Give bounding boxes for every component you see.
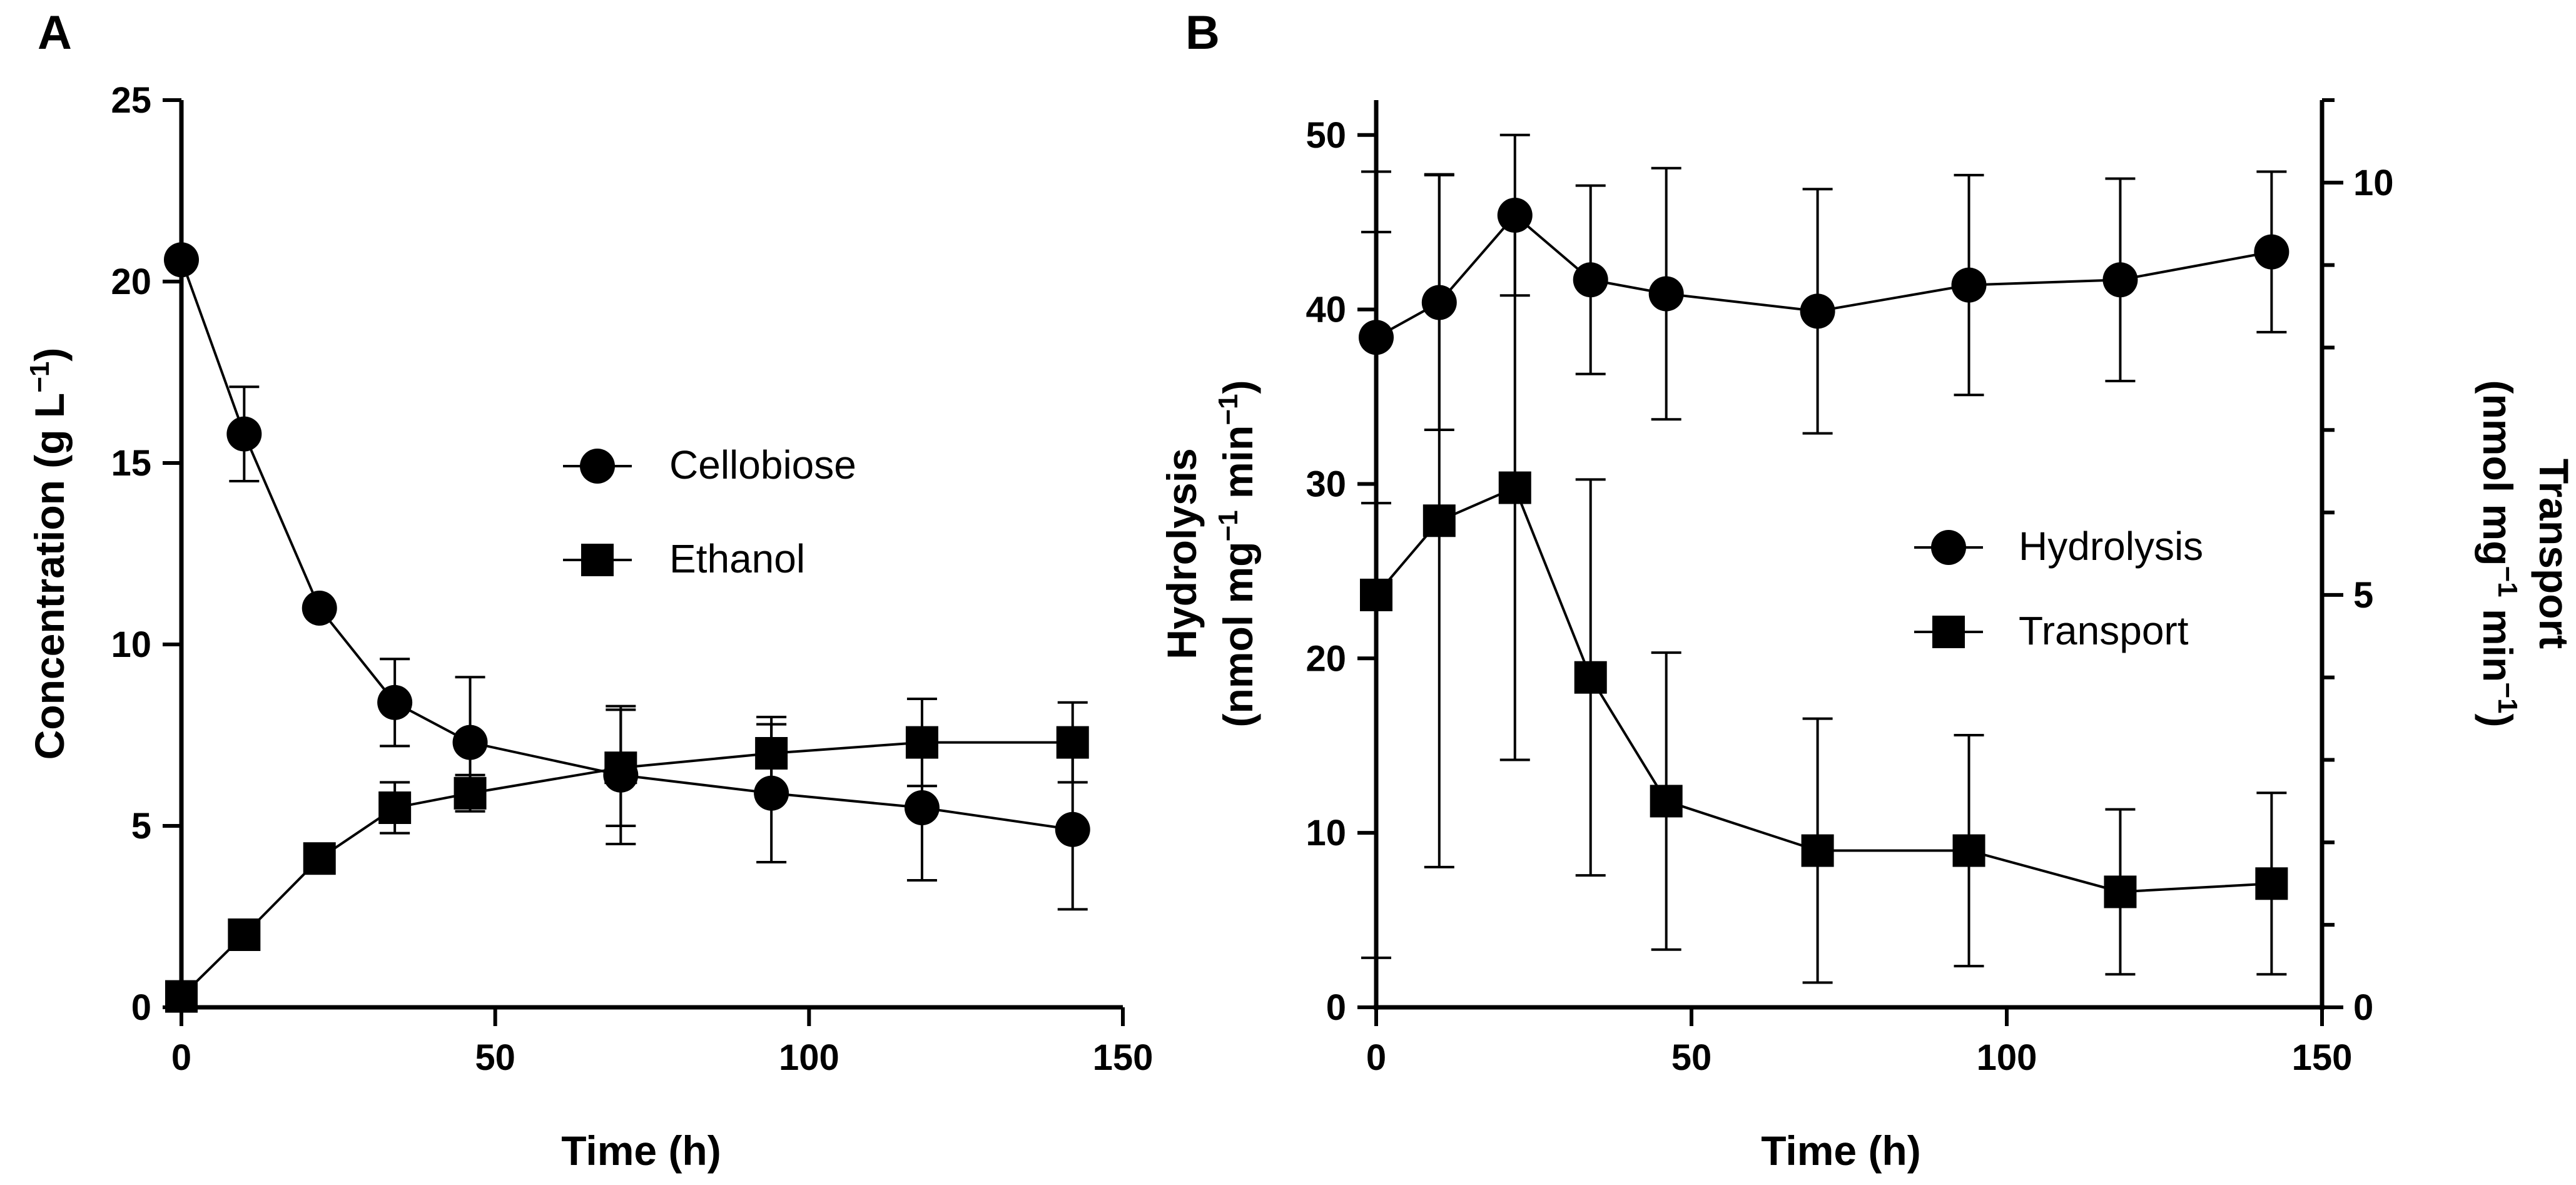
panel-a-y-tick-label: 25 — [111, 80, 151, 121]
panel-b-transport-point — [1498, 471, 1531, 504]
panel-b-hydrolysis-point — [1573, 262, 1608, 298]
panel-a-cellobiose-point — [302, 591, 337, 626]
panel-a-cellobiose-point — [377, 684, 413, 720]
panel-a-ethanol-point — [378, 791, 412, 824]
panel-a-legend: Cellobiose Ethanol — [563, 442, 856, 581]
panel-a: A Time (h) Concentration (g L−1) 0 5 10 15 2… — [24, 6, 1153, 1174]
panel-b-x-tick-label: 50 — [1671, 1037, 1712, 1078]
panel-b-legend: Hydrolysis Transport — [1914, 524, 2203, 653]
panel-b-hydrolysis-point — [2254, 234, 2289, 270]
panel-a-ethanol-point — [1056, 726, 1089, 759]
panel-a-x-tick-label: 0 — [171, 1037, 191, 1078]
panel-b-hydrolysis-point — [1800, 293, 1835, 329]
panel-b: B Time (h) Hydrolysis (nmol mg−1 min−1) … — [1159, 6, 2576, 1174]
panel-b-x-tick-label: 150 — [2292, 1037, 2353, 1078]
panel-a-y-tick-label: 20 — [111, 262, 151, 302]
panel-b-transport-point — [1360, 578, 1392, 611]
panel-b-right-title-line1: Transport — [2531, 459, 2576, 649]
panel-b-transport-point — [2255, 867, 2288, 900]
panel-a-y-axis-title: Concentration (g L−1) — [24, 348, 73, 760]
panel-a-cellobiose-point — [904, 790, 940, 825]
panel-b-transport-point — [1650, 785, 1683, 818]
panel-a-y-tick-label: 0 — [131, 987, 151, 1028]
panel-a-cellobiose-point — [452, 725, 488, 760]
panel-b-transport-point — [1801, 834, 1834, 867]
panel-b-right-y-tick-label: 0 — [2353, 987, 2373, 1028]
legend-label-transport: Transport — [2019, 608, 2189, 653]
panel-letter-a: A — [38, 6, 72, 59]
panel-b-transport-point — [1422, 504, 1456, 537]
panel-b-transport-point — [2104, 875, 2137, 908]
legend-label-ethanol: Ethanol — [669, 536, 805, 581]
panel-a-x-tick-label: 150 — [1093, 1037, 1154, 1078]
panel-b-left-y-tick-label: 20 — [1306, 638, 1346, 679]
panel-a-x-axis-title: Time (h) — [561, 1127, 721, 1174]
panel-a-ethanol-point — [905, 726, 938, 759]
panel-b-transport-point — [1952, 834, 1985, 867]
panel-a-ethanol-point — [604, 751, 637, 785]
legend-label-hydrolysis: Hydrolysis — [2019, 524, 2203, 569]
panel-a-x-tick-label: 50 — [475, 1037, 515, 1078]
panel-b-left-y-axis-title-group: Hydrolysis (nmol mg−1 min−1) — [1159, 380, 1261, 728]
panel-b-hydrolysis-point — [1951, 267, 1987, 303]
panel-b-left-y-tick-label: 50 — [1306, 115, 1346, 156]
panel-a-cellobiose-line — [180, 259, 1073, 831]
panel-b-right-y-tick-label: 5 — [2353, 575, 2373, 616]
panel-a-y-tick-label: 5 — [131, 806, 151, 847]
panel-b-left-y-tick-label: 0 — [1326, 987, 1346, 1028]
panel-a-ethanol-point — [303, 842, 336, 875]
legend-marker-transport — [1932, 616, 1965, 648]
legend-marker-hydrolysis — [1931, 530, 1966, 565]
panel-b-right-title-line2: (nmol mg−1 min−1) — [2475, 380, 2523, 728]
legend-label-cellobiose: Cellobiose — [669, 442, 856, 487]
panel-a-y-tick-label: 15 — [111, 443, 151, 484]
panel-a-x-tick-label: 100 — [779, 1037, 839, 1078]
legend-marker-ethanol — [581, 544, 614, 576]
legend-marker-cellobiose — [580, 449, 615, 484]
panel-b-left-y-tick-label: 40 — [1306, 290, 1346, 330]
panel-b-left-y-tick-label: 30 — [1306, 464, 1346, 504]
panel-b-left-title-line1: Hydrolysis — [1159, 448, 1205, 659]
panel-letter-b: B — [1185, 6, 1220, 59]
panel-b-right-y-tick-label: 10 — [2353, 163, 2394, 203]
panel-a-cellobiose-point — [754, 775, 789, 811]
panel-b-transport-point — [1574, 661, 1607, 694]
panel-b-x-tick-label: 0 — [1366, 1037, 1386, 1078]
panel-b-left-title-line2: (nmol mg−1 min−1) — [1213, 380, 1261, 728]
panel-b-hydrolysis-point — [1648, 276, 1684, 312]
panel-b-right-y-axis-title-group: Transport (nmol mg−1 min−1) — [2475, 380, 2576, 728]
panel-a-ethanol-point — [755, 737, 788, 770]
panel-b-left-y-tick-label: 10 — [1306, 813, 1346, 853]
panel-a-y-tick-label: 10 — [111, 624, 151, 665]
panel-b-x-tick-label: 100 — [1977, 1037, 2037, 1078]
panel-a-cellobiose-point — [1055, 811, 1090, 847]
panel-a-cellobiose-point — [226, 416, 262, 452]
panel-b-hydrolysis-point — [2102, 262, 2138, 298]
panel-a-ethanol-point — [165, 980, 198, 1013]
panel-b-x-axis-title: Time (h) — [1761, 1127, 1920, 1174]
panel-a-ethanol-point — [454, 776, 487, 810]
panel-a-ethanol-point — [228, 918, 261, 951]
panel-a-cellobiose-point — [164, 242, 199, 278]
